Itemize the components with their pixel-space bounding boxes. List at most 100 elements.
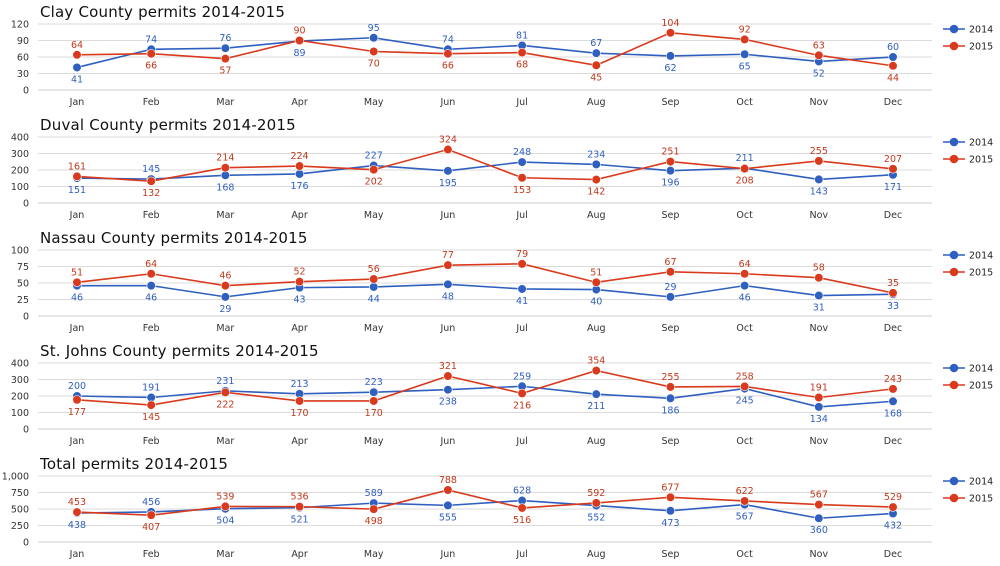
data-point-2015[interactable] xyxy=(369,46,379,57)
data-point-2015[interactable] xyxy=(72,507,82,517)
data-point-2015[interactable] xyxy=(591,365,601,376)
data-point-2015[interactable] xyxy=(665,156,676,167)
data-point-2015[interactable] xyxy=(814,50,824,60)
data-point-2015[interactable] xyxy=(146,400,156,410)
data-point-2014[interactable] xyxy=(72,62,82,73)
data-point-2014[interactable] xyxy=(591,389,601,399)
data-point-2015[interactable] xyxy=(517,173,527,183)
data-point-2015[interactable] xyxy=(740,496,750,506)
data-point-2014[interactable] xyxy=(814,290,824,301)
data-point-2014[interactable] xyxy=(517,157,527,167)
data-point-2015[interactable] xyxy=(369,396,379,406)
data-point-2015[interactable] xyxy=(443,260,453,270)
data-point-2015[interactable] xyxy=(369,165,379,175)
data-point-2014[interactable] xyxy=(814,174,824,185)
data-point-2015[interactable] xyxy=(591,174,601,185)
data-point-2015[interactable] xyxy=(517,47,527,58)
data-point-2014[interactable] xyxy=(369,33,379,43)
data-point-2015[interactable] xyxy=(888,164,898,174)
data-point-2014[interactable] xyxy=(443,166,453,176)
data-point-2015[interactable] xyxy=(443,144,453,155)
data-point-2015[interactable] xyxy=(740,269,750,279)
data-point-2015[interactable] xyxy=(443,371,453,381)
data-point-2015[interactable] xyxy=(72,395,82,405)
data-point-2014[interactable] xyxy=(443,385,453,395)
data-point-2014[interactable] xyxy=(517,284,527,294)
data-point-2015[interactable] xyxy=(591,60,601,70)
data-point-2014[interactable] xyxy=(591,48,601,58)
data-point-2015[interactable] xyxy=(517,503,527,513)
data-point-2015[interactable] xyxy=(72,171,82,182)
data-point-2015[interactable] xyxy=(740,164,750,174)
data-point-2015[interactable] xyxy=(369,274,379,284)
data-point-2015[interactable] xyxy=(517,388,527,398)
data-point-2014[interactable] xyxy=(665,393,676,403)
data-point-2014[interactable] xyxy=(146,281,156,291)
data-point-2015[interactable] xyxy=(294,277,305,287)
data-point-2014[interactable] xyxy=(665,292,676,302)
data-point-2015[interactable] xyxy=(294,161,305,171)
data-point-2015[interactable] xyxy=(814,392,824,403)
data-point-2015[interactable] xyxy=(888,288,898,298)
data-point-2014[interactable] xyxy=(294,169,305,179)
data-point-2014[interactable] xyxy=(369,387,379,397)
data-point-2015[interactable] xyxy=(814,499,824,510)
data-point-2015[interactable] xyxy=(220,163,230,173)
data-point-2014[interactable] xyxy=(591,159,601,169)
data-point-2015[interactable] xyxy=(146,176,156,186)
data-point-2015[interactable] xyxy=(814,273,824,283)
data-point-2014[interactable] xyxy=(888,396,898,406)
data-point-2015[interactable] xyxy=(517,259,527,269)
data-point-2015[interactable] xyxy=(665,28,676,38)
data-point-2015[interactable] xyxy=(740,34,750,45)
data-point-2015[interactable] xyxy=(369,504,379,514)
data-point-2015[interactable] xyxy=(665,492,676,502)
data-point-2015[interactable] xyxy=(443,485,453,495)
legend-marker-2015[interactable] xyxy=(949,41,959,51)
data-point-2014[interactable] xyxy=(665,51,676,61)
data-point-2015[interactable] xyxy=(888,502,898,512)
legend-marker-2015[interactable] xyxy=(949,154,959,164)
legend-marker-2014[interactable] xyxy=(949,250,959,260)
data-point-2015[interactable] xyxy=(146,510,156,520)
data-point-2015[interactable] xyxy=(888,61,898,71)
legend-marker-2014[interactable] xyxy=(949,476,959,486)
data-point-2015[interactable] xyxy=(665,267,676,277)
data-point-2015[interactable] xyxy=(72,50,82,60)
legend-marker-2014[interactable] xyxy=(949,137,959,147)
data-point-2015[interactable] xyxy=(294,502,305,512)
data-point-2015[interactable] xyxy=(294,35,305,46)
data-point-2015[interactable] xyxy=(665,382,676,392)
data-point-2015[interactable] xyxy=(443,49,453,59)
data-point-2015[interactable] xyxy=(591,277,601,287)
data-point-2014[interactable] xyxy=(369,282,379,292)
legend-marker-2015[interactable] xyxy=(949,493,959,503)
data-point-2015[interactable] xyxy=(220,387,230,397)
data-point-2014[interactable] xyxy=(220,43,230,53)
data-point-2015[interactable] xyxy=(146,49,156,59)
data-point-2015[interactable] xyxy=(220,281,230,291)
data-point-2015[interactable] xyxy=(220,54,230,64)
data-point-2015[interactable] xyxy=(888,384,898,394)
data-point-2015[interactable] xyxy=(294,396,305,406)
data-point-2014[interactable] xyxy=(665,506,676,516)
data-point-2015[interactable] xyxy=(814,156,824,166)
data-point-2014[interactable] xyxy=(814,402,824,412)
data-point-2014[interactable] xyxy=(888,52,898,62)
data-point-2015[interactable] xyxy=(72,277,82,287)
data-point-2015[interactable] xyxy=(146,269,156,279)
data-point-2014[interactable] xyxy=(443,279,453,289)
data-point-2014[interactable] xyxy=(740,49,750,59)
data-point-2014[interactable] xyxy=(665,166,676,176)
data-point-2015[interactable] xyxy=(220,501,230,512)
data-point-2014[interactable] xyxy=(220,292,230,302)
data-point-2014[interactable] xyxy=(443,500,453,510)
legend-marker-2015[interactable] xyxy=(949,267,959,277)
legend-marker-2014[interactable] xyxy=(949,363,959,373)
data-point-2015[interactable] xyxy=(740,381,750,392)
data-point-2015[interactable] xyxy=(591,498,601,508)
data-point-2014[interactable] xyxy=(740,281,750,291)
data-point-2014[interactable] xyxy=(814,513,824,523)
legend-marker-2015[interactable] xyxy=(949,380,959,390)
legend-marker-2014[interactable] xyxy=(949,24,959,34)
